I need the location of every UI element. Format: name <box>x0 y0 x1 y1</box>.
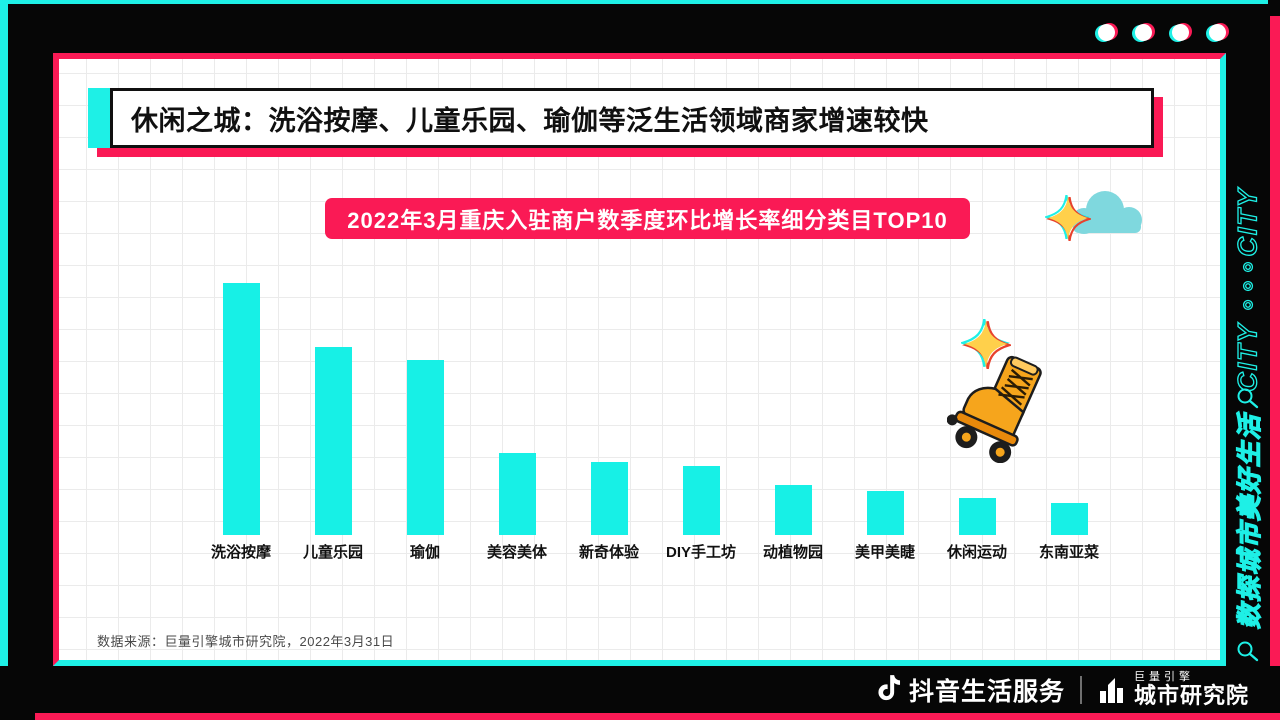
music-note-icon <box>878 675 901 701</box>
bar-美容美体 <box>498 453 536 535</box>
bar-新奇体验 <box>590 462 628 535</box>
chart-labels: 洗浴按摩 儿童乐园 瑜伽 美容美体 新奇体验 DIY手工坊 动植物园 美甲美睫 休闲运动 东南亚菜 <box>195 541 1115 562</box>
bar-label: 东南亚菜 <box>1038 544 1099 561</box>
chart-title: 2022年3月重庆入驻商户数季度环比增长率细分类目TOP10 <box>347 207 948 233</box>
bar-column <box>931 275 1023 535</box>
bar-label: 美甲美睫 <box>854 544 915 561</box>
bar-column <box>839 275 931 535</box>
bar-休闲运动 <box>958 498 996 535</box>
bar-label: 休闲运动 <box>946 544 1007 561</box>
frame-pink-bottom <box>35 713 1270 720</box>
bar-column <box>655 275 747 535</box>
buildings-icon <box>1100 677 1124 703</box>
logo-divider <box>1080 675 1083 704</box>
dot-icon <box>1098 24 1115 41</box>
title-accent-block <box>88 88 110 148</box>
bar-column <box>471 275 563 535</box>
bar-label: 动植物园 <box>762 544 823 561</box>
bar-column <box>287 275 379 535</box>
page-title: 休闲之城：洗浴按摩、儿童乐园、瑜伽等泛生活领域商家增速较快 <box>131 105 929 136</box>
bar-label: 洗浴按摩 <box>210 544 271 561</box>
bar-label: 儿童乐园 <box>302 544 363 561</box>
city-research-logo: 巨量引擎 城市研究院 <box>1134 672 1249 707</box>
bar-column <box>747 275 839 535</box>
magnifier-icon <box>1237 388 1259 409</box>
chart-title-banner: 2022年3月重庆入驻商户数季度环比增长率细分类目TOP10 <box>325 198 970 239</box>
magnifier-icon <box>1237 641 1259 662</box>
sidebar-slogan-cn: 数探城市美好生活 <box>1235 412 1264 630</box>
douyin-life-services-logo-text: 抖音生活服务 <box>909 677 1066 706</box>
bar-label: 瑜伽 <box>409 544 440 561</box>
title-bar: 休闲之城：洗浴按摩、儿童乐园、瑜伽等泛生活领域商家增速较快 <box>88 88 1154 148</box>
bar-column <box>563 275 655 535</box>
footer-logos: 抖音生活服务 巨量引擎 城市研究院 <box>876 666 1249 713</box>
header-dots <box>1098 24 1226 41</box>
frame-pink-right <box>1270 16 1280 720</box>
bar-儿童乐园 <box>314 347 352 535</box>
bar-label: 新奇体验 <box>578 544 639 561</box>
sparkle-icon <box>1045 195 1091 241</box>
frame-cyan-left <box>0 0 8 712</box>
city-research-label: 城市研究院 <box>1134 683 1250 708</box>
dot-icon <box>1135 24 1152 41</box>
frame-cyan-top <box>0 0 1268 4</box>
bar-column <box>195 275 287 535</box>
sidebar-slogan-en: CITY ∘∘∘CITY <box>1232 186 1263 392</box>
bar-洗浴按摩 <box>222 283 260 535</box>
bar-美甲美睫 <box>866 491 904 535</box>
dot-icon <box>1172 24 1189 41</box>
data-source-note: 数据来源：巨量引擎城市研究院，2022年3月31日 <box>97 634 395 649</box>
title-box: 休闲之城：洗浴按摩、儿童乐园、瑜伽等泛生活领域商家增速较快 <box>110 88 1154 148</box>
bar-chart <box>195 275 1115 535</box>
bar-DIY手工坊 <box>682 466 720 535</box>
bar-东南亚菜 <box>1050 503 1088 535</box>
bar-label: 美容美体 <box>486 544 547 561</box>
engine-small-label: 巨量引擎 <box>1134 671 1195 683</box>
dot-icon <box>1209 24 1226 41</box>
bar-label: DIY手工坊 <box>665 544 736 561</box>
bar-动植物园 <box>774 485 812 535</box>
bar-瑜伽 <box>406 360 444 535</box>
bar-column <box>1023 275 1115 535</box>
footer-band: 抖音生活服务 巨量引擎 城市研究院 <box>0 666 1280 713</box>
roller-skate-decoration <box>947 355 1042 463</box>
sparkle-icon <box>961 319 1011 369</box>
bar-column <box>379 275 471 535</box>
slide-card: 休闲之城：洗浴按摩、儿童乐园、瑜伽等泛生活领域商家增速较快 2022年3月重庆入… <box>53 53 1226 666</box>
